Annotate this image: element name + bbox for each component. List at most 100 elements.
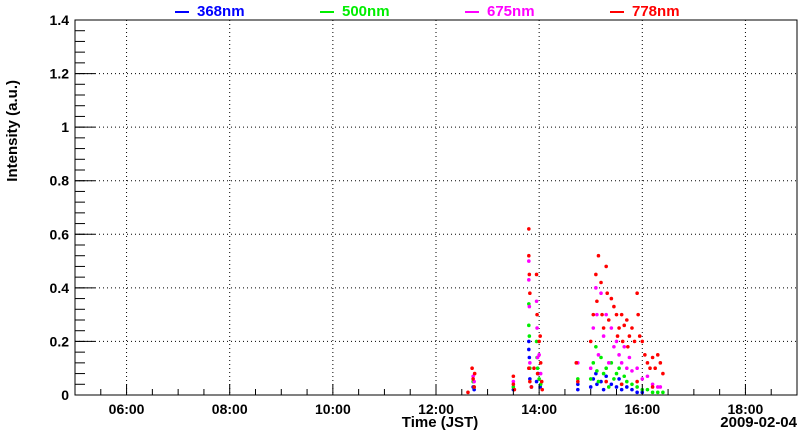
data-point-500nm xyxy=(617,366,621,371)
data-point-500nm xyxy=(604,366,608,371)
data-point-368nm xyxy=(528,377,532,381)
data-point-500nm xyxy=(527,323,531,328)
data-point-778nm xyxy=(630,326,634,330)
data-point-500nm xyxy=(596,379,601,384)
data-point-675nm xyxy=(622,344,627,349)
data-point-778nm xyxy=(627,334,632,338)
data-point-778nm xyxy=(604,379,608,384)
data-point-778nm xyxy=(626,344,630,349)
data-point-675nm xyxy=(640,377,645,381)
data-point-368nm xyxy=(604,374,608,379)
data-point-778nm xyxy=(635,291,639,296)
data-point-778nm xyxy=(612,304,616,309)
data-point-675nm xyxy=(655,385,660,389)
data-point-778nm xyxy=(637,334,642,338)
data-point-675nm xyxy=(609,326,614,330)
data-point-778nm xyxy=(537,339,541,344)
data-point-675nm xyxy=(617,353,621,357)
data-point-368nm xyxy=(472,387,476,392)
data-point-500nm xyxy=(661,390,665,395)
data-point-368nm xyxy=(614,385,619,389)
data-point-778nm xyxy=(636,312,640,317)
data-point-368nm xyxy=(617,377,621,381)
data-point-675nm xyxy=(601,334,606,338)
data-point-368nm xyxy=(588,385,593,389)
data-point-500nm xyxy=(622,374,627,379)
data-point-778nm xyxy=(619,312,624,317)
x-tick-label: 10:00 xyxy=(315,401,351,417)
data-point-778nm xyxy=(648,366,652,371)
data-point-778nm xyxy=(576,379,580,384)
data-point-778nm xyxy=(606,318,611,322)
data-point-778nm xyxy=(574,361,579,365)
data-point-778nm xyxy=(605,291,610,296)
data-point-675nm xyxy=(645,374,650,379)
y-tick-label: 0.8 xyxy=(50,173,70,189)
x-axis-label: Time (JST) xyxy=(402,414,478,431)
data-point-778nm xyxy=(532,366,536,371)
data-point-778nm xyxy=(600,312,604,317)
data-point-778nm xyxy=(527,253,531,258)
data-point-778nm xyxy=(535,371,540,376)
data-point-368nm xyxy=(595,382,599,387)
data-point-778nm xyxy=(601,326,606,330)
data-point-778nm xyxy=(528,379,532,384)
data-point-500nm xyxy=(645,387,650,392)
data-point-778nm xyxy=(617,326,621,330)
data-point-500nm xyxy=(601,371,606,376)
y-tick-label: 0.6 xyxy=(50,226,70,242)
data-point-368nm xyxy=(630,387,634,392)
data-point-675nm xyxy=(596,353,601,357)
data-point-778nm xyxy=(534,272,539,277)
data-point-778nm xyxy=(643,353,647,357)
data-point-675nm xyxy=(595,312,599,317)
data-point-675nm xyxy=(599,291,603,296)
data-point-778nm xyxy=(528,291,532,296)
data-point-500nm xyxy=(535,366,540,371)
data-point-500nm xyxy=(576,377,580,381)
data-point-778nm xyxy=(625,318,629,322)
data-point-778nm xyxy=(614,312,619,317)
data-point-778nm xyxy=(632,339,637,344)
data-point-778nm xyxy=(535,312,539,317)
grid-lines xyxy=(75,20,797,395)
y-tick-label: 1.2 xyxy=(50,66,70,82)
y-tick-label: 1.4 xyxy=(50,12,70,28)
data-point-675nm xyxy=(527,304,532,309)
data-point-500nm xyxy=(588,377,593,381)
data-point-778nm xyxy=(472,385,476,389)
data-point-500nm xyxy=(534,339,539,344)
data-point-675nm xyxy=(471,374,475,379)
data-point-778nm xyxy=(471,377,475,381)
data-point-500nm xyxy=(527,302,531,306)
x-tick-label: 14:00 xyxy=(521,401,557,417)
data-point-778nm xyxy=(588,339,593,344)
data-point-778nm xyxy=(594,272,598,277)
data-point-500nm xyxy=(635,385,639,389)
data-point-368nm xyxy=(599,379,603,384)
data-points xyxy=(466,227,665,395)
data-point-675nm xyxy=(627,355,632,360)
data-point-675nm xyxy=(535,326,539,330)
data-point-778nm xyxy=(538,334,542,338)
data-point-500nm xyxy=(599,355,603,360)
data-point-675nm xyxy=(534,299,539,304)
data-point-675nm xyxy=(650,382,655,387)
data-point-778nm xyxy=(527,227,531,231)
data-point-778nm xyxy=(591,312,596,317)
data-point-368nm xyxy=(527,355,532,360)
data-point-500nm xyxy=(595,369,599,373)
data-point-778nm xyxy=(650,385,655,389)
data-point-368nm xyxy=(601,387,606,392)
y-tick-label: 0.2 xyxy=(50,333,70,349)
data-point-675nm xyxy=(527,259,531,263)
y-tick-label: 1 xyxy=(61,119,69,135)
data-point-368nm xyxy=(625,385,629,389)
data-point-675nm xyxy=(538,371,543,376)
data-point-778nm xyxy=(527,366,531,371)
data-point-368nm xyxy=(527,347,531,352)
data-point-368nm xyxy=(534,379,539,384)
x-tick-label: 16:00 xyxy=(624,401,660,417)
legend-label-778nm: 778nm xyxy=(632,3,680,20)
data-point-500nm xyxy=(650,390,655,395)
